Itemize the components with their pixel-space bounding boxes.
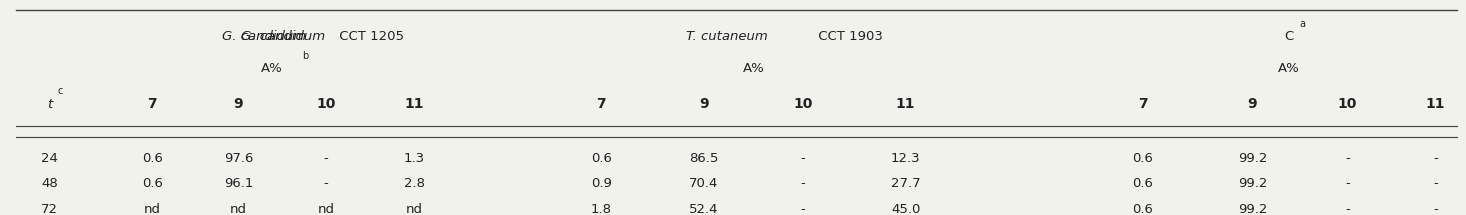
Text: A%: A%	[1278, 62, 1300, 75]
Text: 86.5: 86.5	[689, 152, 718, 165]
Text: nd: nd	[144, 203, 161, 215]
Text: 27.7: 27.7	[891, 177, 921, 190]
Text: 11: 11	[405, 97, 424, 111]
Text: -: -	[1432, 177, 1438, 190]
Text: 72: 72	[41, 203, 59, 215]
Text: 7: 7	[1138, 97, 1148, 111]
Text: 1.3: 1.3	[403, 152, 425, 165]
Text: 0.6: 0.6	[142, 177, 163, 190]
Text: A%: A%	[743, 62, 764, 75]
Text: -: -	[324, 177, 328, 190]
Text: 7: 7	[147, 97, 157, 111]
Text: -: -	[800, 152, 806, 165]
Text: 7: 7	[597, 97, 605, 111]
Text: c: c	[57, 86, 63, 96]
Text: 11: 11	[896, 97, 915, 111]
Text: 0.6: 0.6	[591, 152, 611, 165]
Text: a: a	[1299, 18, 1305, 29]
Text: 11: 11	[1425, 97, 1445, 111]
Text: 96.1: 96.1	[224, 177, 254, 190]
Text: 0.6: 0.6	[1132, 177, 1154, 190]
Text: 9: 9	[699, 97, 708, 111]
Text: 1.8: 1.8	[591, 203, 611, 215]
Text: 0.6: 0.6	[142, 152, 163, 165]
Text: nd: nd	[318, 203, 334, 215]
Text: -: -	[800, 203, 806, 215]
Text: -: -	[1346, 177, 1350, 190]
Text: -: -	[1432, 203, 1438, 215]
Text: 99.2: 99.2	[1237, 177, 1267, 190]
Text: G. candidum: G. candidum	[221, 29, 306, 43]
Text: t: t	[47, 98, 53, 111]
Text: A%: A%	[261, 62, 283, 75]
Text: nd: nd	[406, 203, 422, 215]
Text: 2.8: 2.8	[403, 177, 425, 190]
Text: 0.9: 0.9	[591, 177, 611, 190]
Text: 24: 24	[41, 152, 59, 165]
Text: T. cutaneum: T. cutaneum	[686, 29, 768, 43]
Text: 9: 9	[1248, 97, 1258, 111]
Text: 99.2: 99.2	[1237, 203, 1267, 215]
Text: b: b	[302, 51, 308, 61]
Text: 0.6: 0.6	[1132, 152, 1154, 165]
Text: 0.6: 0.6	[1132, 203, 1154, 215]
Text: CCT 1205: CCT 1205	[336, 29, 405, 43]
Text: G. candidum: G. candidum	[240, 29, 325, 43]
Text: 12.3: 12.3	[891, 152, 921, 165]
Text: 10: 10	[1338, 97, 1358, 111]
Text: 99.2: 99.2	[1237, 152, 1267, 165]
Text: 45.0: 45.0	[891, 203, 921, 215]
Text: C: C	[1284, 29, 1293, 43]
Text: CCT 1903: CCT 1903	[814, 29, 883, 43]
Text: -: -	[1346, 152, 1350, 165]
Text: 70.4: 70.4	[689, 177, 718, 190]
Text: -: -	[800, 177, 806, 190]
Text: -: -	[324, 152, 328, 165]
Text: 48: 48	[41, 177, 59, 190]
Text: -: -	[1432, 152, 1438, 165]
Text: 52.4: 52.4	[689, 203, 718, 215]
Text: 9: 9	[233, 97, 243, 111]
Text: 10: 10	[793, 97, 814, 111]
Text: -: -	[1346, 203, 1350, 215]
Text: nd: nd	[230, 203, 246, 215]
Text: 10: 10	[317, 97, 336, 111]
Text: 97.6: 97.6	[224, 152, 254, 165]
